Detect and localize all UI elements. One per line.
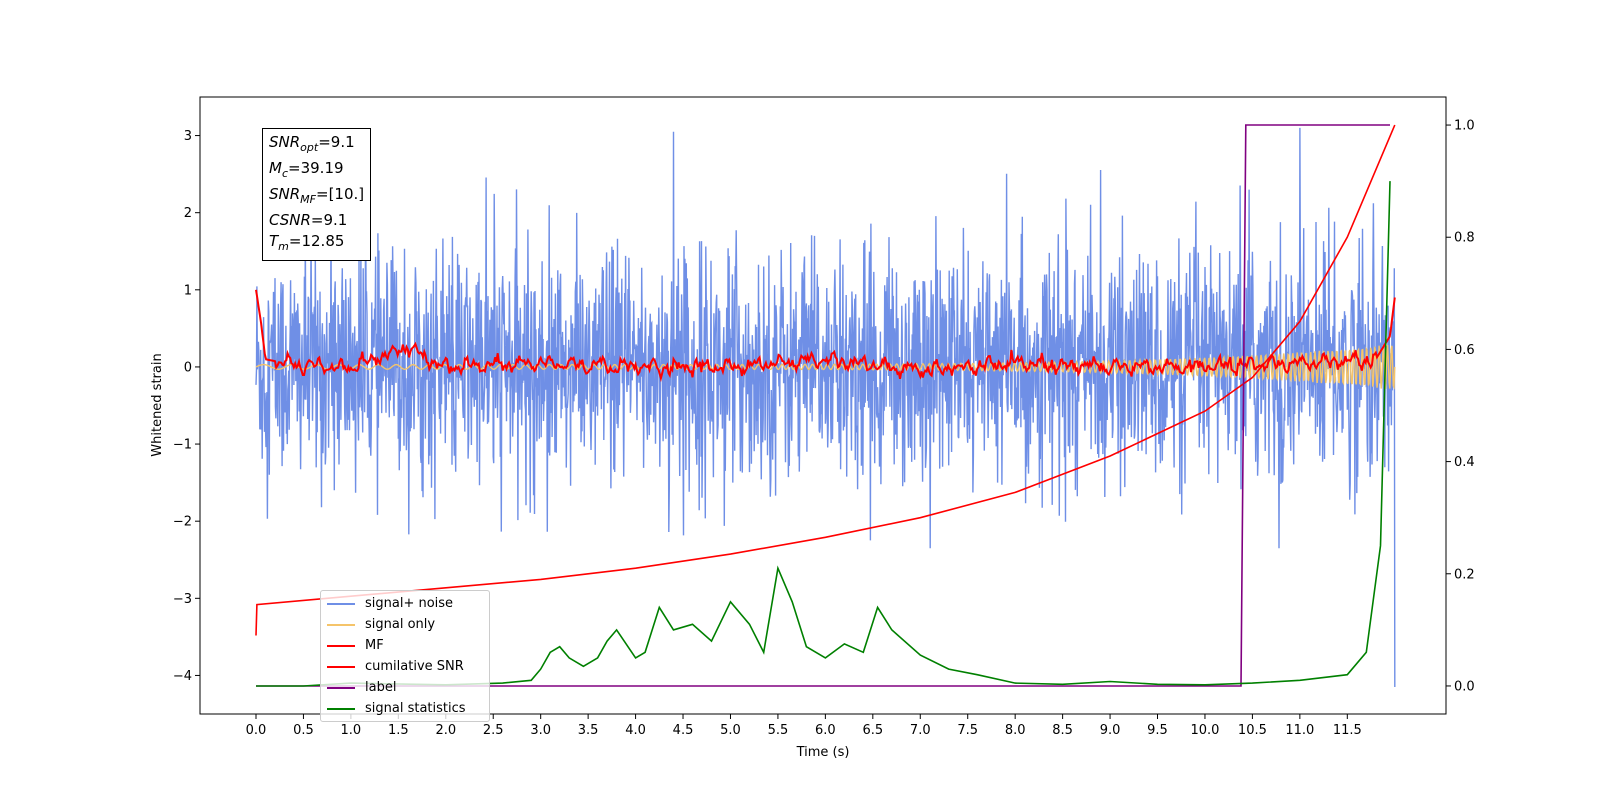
- y-left-tick-label: −1: [173, 438, 192, 453]
- legend-label: MF: [365, 638, 384, 653]
- y-left-tick-label: 1: [184, 283, 192, 298]
- x-tick-label: 11.5: [1333, 723, 1362, 738]
- y-left-tick-label: 0: [184, 360, 192, 375]
- legend-entry: signal only: [327, 614, 483, 635]
- x-tick-label: 6.5: [862, 723, 883, 738]
- x-tick-label: 2.5: [483, 723, 504, 738]
- x-tick-label: 3.0: [530, 723, 551, 738]
- y-right-tick-label: 0.0: [1454, 679, 1475, 694]
- info-value: =9.1: [318, 133, 355, 151]
- x-tick-label: 7.0: [910, 723, 931, 738]
- x-tick-label: 0.0: [246, 723, 267, 738]
- y-right-tick-label: 0.8: [1454, 231, 1475, 246]
- x-tick-label: 1.0: [341, 723, 362, 738]
- x-tick-label: 5.5: [768, 723, 789, 738]
- info-value: =39.19: [288, 159, 344, 177]
- axes-layer: 0.0 0.5 1.0 1.5 2.0 2.5 3.0 3.5 4.0 4.5 5.0 5.5 6.0 6…: [173, 119, 1475, 738]
- legend-swatch: [327, 665, 355, 668]
- info-box: SNRopt=9.1 Mc=39.19 SNRMF=[10.] CSNR=9.1 Tm=…: [262, 128, 372, 261]
- x-tick-label: 6.0: [815, 723, 836, 738]
- legend-label: label: [365, 680, 397, 695]
- legend-label: signal+ noise: [365, 596, 454, 611]
- legend-entry: signal statistics: [327, 698, 483, 719]
- x-tick-label: 8.5: [1052, 723, 1073, 738]
- x-tick-label: 10.5: [1238, 723, 1267, 738]
- legend-entry: MF: [327, 635, 483, 656]
- info-symbol: SNR: [269, 185, 301, 203]
- x-tick-label: 10.0: [1190, 723, 1219, 738]
- info-value: =[10.]: [316, 185, 365, 203]
- mf-line: [255, 289, 1396, 383]
- info-line: SNRopt=9.1: [269, 132, 364, 158]
- x-tick-label: 9.0: [1100, 723, 1121, 738]
- info-line: Tm=12.85: [269, 231, 364, 257]
- legend-swatch: [327, 623, 355, 626]
- y-left-tick-label: −2: [173, 515, 192, 530]
- info-subscript: opt: [300, 141, 319, 154]
- legend-entry: cumilative SNR: [327, 656, 483, 677]
- x-tick-label: 2.0: [435, 723, 456, 738]
- x-tick-label: 4.5: [673, 723, 694, 738]
- info-symbol: CSNR: [269, 211, 311, 229]
- x-tick-label: 1.5: [388, 723, 409, 738]
- info-symbol: M: [269, 159, 282, 177]
- info-subscript: MF: [300, 193, 316, 206]
- info-symbol: SNR: [269, 133, 301, 151]
- x-tick-label: 11.0: [1285, 723, 1314, 738]
- info-symbol: T: [269, 232, 279, 250]
- x-tick-label: 7.5: [957, 723, 978, 738]
- x-tick-label: 5.0: [720, 723, 741, 738]
- y-right-tick-label: 0.2: [1454, 567, 1475, 582]
- legend-label: signal only: [365, 617, 436, 632]
- plot-frame: [199, 96, 1447, 715]
- legend-label: signal statistics: [365, 701, 466, 716]
- legend-entry: signal+ noise: [327, 593, 483, 614]
- info-subscript: m: [278, 240, 289, 253]
- x-tick-label: 9.5: [1147, 723, 1168, 738]
- y-left-tick-label: 3: [184, 129, 192, 144]
- y-right-tick-label: 0.6: [1454, 343, 1475, 358]
- y-axis-label: Whitened strain: [150, 353, 165, 456]
- x-tick-label: 3.5: [578, 723, 599, 738]
- y-left-tick-label: −4: [173, 669, 192, 684]
- signal-only-line: [255, 344, 1396, 390]
- info-subscript: c: [281, 167, 289, 180]
- legend-swatch: [327, 602, 355, 605]
- info-line: Mc=39.19: [269, 158, 364, 184]
- signal-statistics-line: [256, 181, 1391, 687]
- x-tick-label: 8.0: [1005, 723, 1026, 738]
- info-line: SNRMF=[10.]: [269, 184, 364, 210]
- legend-swatch: [327, 686, 355, 689]
- info-line: CSNR=9.1: [269, 210, 364, 231]
- legend: signal+ noise signal only MF cumilative SNR…: [320, 590, 490, 722]
- x-tick-label: 0.5: [293, 723, 314, 738]
- legend-entry: label: [327, 677, 483, 698]
- x-tick-label: 4.0: [625, 723, 646, 738]
- x-axis-label: Time (s): [796, 745, 850, 760]
- y-right-tick-label: 0.4: [1454, 455, 1475, 470]
- info-value: =12.85: [288, 232, 345, 250]
- legend-swatch: [327, 644, 355, 647]
- y-left-tick-label: −3: [173, 592, 192, 607]
- legend-swatch: [327, 707, 355, 710]
- label-line: [256, 124, 1390, 687]
- y-left-tick-label: 2: [184, 206, 192, 221]
- info-value: =9.1: [310, 211, 348, 229]
- legend-label: cumilative SNR: [365, 659, 464, 674]
- y-right-tick-label: 1.0: [1454, 119, 1475, 134]
